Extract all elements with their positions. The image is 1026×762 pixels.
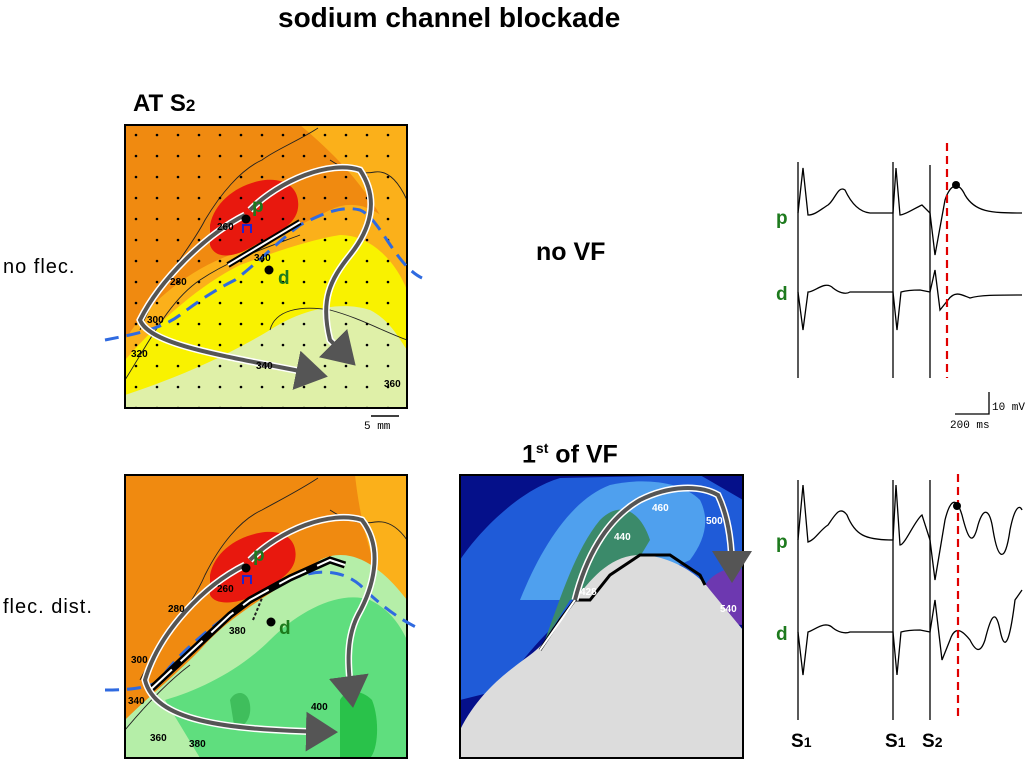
site-d-marker-bottom xyxy=(266,617,276,627)
isochrone-label: 360 xyxy=(150,733,167,744)
isochrone-label: 500 xyxy=(706,516,723,527)
time-scale-label: 200 ms xyxy=(950,420,990,432)
electrogram-traces-bottom xyxy=(797,480,1023,720)
isochrone-label: 440 xyxy=(614,532,631,543)
isochrone-label: 340 xyxy=(128,696,145,707)
dashed-arrow-bottom xyxy=(252,597,263,621)
trace-label-d-bottom: d xyxy=(776,624,788,645)
isochrone-label: 380 xyxy=(229,626,246,637)
map-frame-vf xyxy=(459,474,744,759)
trace-label-d-top: d xyxy=(776,284,788,305)
isochrone-label: 428 xyxy=(580,587,597,598)
map-frame-top xyxy=(124,124,408,409)
stim-icon-bottom xyxy=(242,575,252,584)
site-p-marker-bottom xyxy=(241,563,251,573)
site-p-label-top: p xyxy=(252,196,264,217)
voltage-scale-label: 10 mV xyxy=(992,402,1026,414)
site-d-label-top: d xyxy=(278,268,290,289)
isochrone-label: 380 xyxy=(189,739,206,750)
stim-icon-top xyxy=(242,224,252,233)
wavefront-arrow-bottom-1 xyxy=(142,563,338,752)
row-label-bottom: flec. dist. xyxy=(3,596,93,618)
activation-time-label: AT S2 xyxy=(133,90,196,117)
isochrone-label: 280 xyxy=(170,277,187,288)
isochrone-label: 280 xyxy=(168,604,185,615)
electrogram-traces-top xyxy=(797,162,1023,378)
isochrone-label: 300 xyxy=(147,315,164,326)
isochrone-label: 340 xyxy=(254,253,271,264)
trace-p-bottom xyxy=(797,484,1023,581)
isochrone-label: 260 xyxy=(217,584,234,595)
trace-marker-top xyxy=(952,181,960,189)
map-scale-label: 5 mm xyxy=(364,421,391,433)
wavefront-arrow-top-1 xyxy=(137,213,328,390)
stim-label-s1-second: S1 xyxy=(885,731,906,752)
trace-marker-bottom xyxy=(953,502,961,510)
trace-p-top xyxy=(797,167,1023,256)
figure-title: sodium channel blockade xyxy=(278,2,621,33)
wavefront-arrow-top-2 xyxy=(248,165,373,366)
activation-map-flec-dist xyxy=(125,475,407,758)
trace-scale-bar xyxy=(955,392,990,415)
map-frame-bottom xyxy=(124,474,408,759)
isochrone-label: 340 xyxy=(256,361,273,372)
activation-map-first-vf xyxy=(460,475,743,758)
trace-label-p-bottom: p xyxy=(776,532,788,553)
trace-d-bottom xyxy=(797,589,1023,676)
site-d-label-bottom: d xyxy=(279,618,291,639)
isochrone-label: 400 xyxy=(311,702,328,713)
isochrone-label: 360 xyxy=(384,379,401,390)
outcome-label-bottom: 1st of VF xyxy=(522,440,618,469)
trace-d-top xyxy=(797,269,1023,331)
isochrone-label: 460 xyxy=(652,503,669,514)
isochrone-label: 260 xyxy=(217,222,234,233)
wavefront-arrow-vf xyxy=(573,486,752,601)
wavefront-arrow-bottom-2 xyxy=(248,515,377,708)
isochrone-label: 540 xyxy=(720,604,737,615)
site-d-marker-top xyxy=(264,265,274,275)
site-p-label-bottom: p xyxy=(253,545,265,566)
site-p-marker-top xyxy=(241,214,251,224)
trace-label-p-top: p xyxy=(776,208,788,229)
stim-label-s2: S2 xyxy=(922,731,943,752)
stim-label-s1: S1 xyxy=(791,731,812,752)
isochrone-label: 320 xyxy=(131,349,148,360)
isochrone-label: 300 xyxy=(131,655,148,666)
row-label-top: no flec. xyxy=(3,256,76,278)
outcome-label-top: no VF xyxy=(536,238,606,266)
